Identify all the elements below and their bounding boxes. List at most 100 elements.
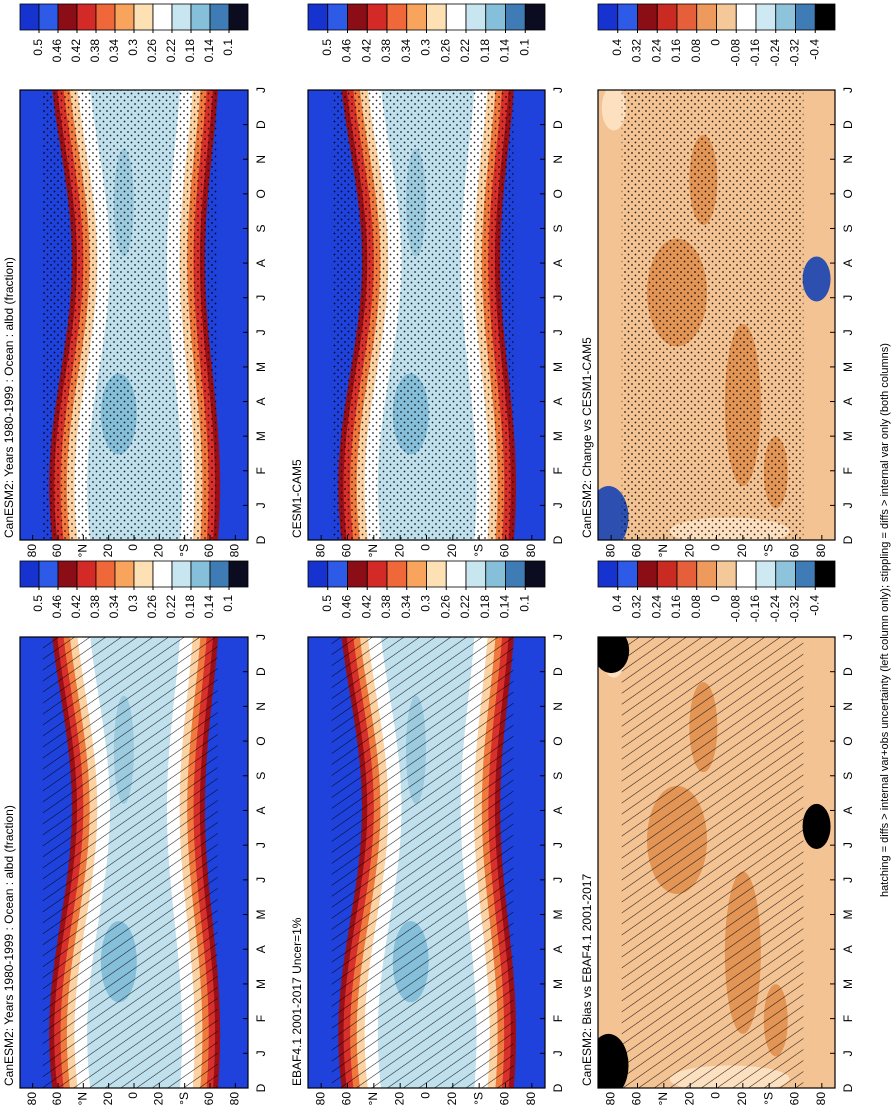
x-tick-label: J — [551, 634, 565, 640]
field — [598, 637, 835, 1088]
panel-title: EBAF4.1 2001-2017 Uncer=1% — [290, 917, 304, 1086]
x-tick-label: D — [551, 667, 565, 676]
colorbar-box — [366, 3, 388, 31]
colorbar-label: 0.22 — [458, 39, 472, 63]
x-tick-label: A — [254, 945, 268, 953]
panel: CanESM2: Change vs CESM1-CAM5 80 60 °N 20 0 20… — [580, 3, 855, 557]
x-tick-label: M — [551, 431, 565, 441]
panel: CanESM2: Years 1980-1999 : Ocean : albd … — [2, 560, 268, 1106]
colorbar-box — [524, 3, 546, 31]
colorbar-box — [366, 560, 388, 588]
x-tick-label: M — [841, 910, 855, 920]
panel: CanESM2: Bias vs EBAF4.1 2001-2017 80 60 °N… — [580, 560, 855, 1106]
x-tick-label: O — [254, 736, 268, 745]
x-tick-label: D — [254, 120, 268, 129]
x-tick-label: N — [254, 702, 268, 711]
x-tick-label: D — [841, 120, 855, 129]
x-tick-label: J — [254, 295, 268, 301]
colorbar-label: 0.32 — [630, 39, 644, 63]
panel: CESM1-CAM5 80 60 °N 20 0 20 °S 60 80 D J F M A M J J A S O N D… — [290, 3, 565, 558]
colorbar-box — [114, 560, 135, 588]
y-tick-label: 20 — [682, 1092, 696, 1106]
x-tick-label: D — [841, 1083, 855, 1092]
colorbar-box — [133, 560, 154, 588]
colorbar-label: 0.5 — [31, 595, 45, 612]
colorbar-box — [696, 3, 717, 31]
y-tick-label: 0 — [709, 544, 723, 551]
colorbar-label: 0 — [709, 595, 723, 602]
colorbar-label: 0.14 — [202, 595, 216, 619]
colorbar-box — [617, 3, 638, 31]
field-contour — [598, 637, 630, 674]
colorbar-label: 0.08 — [689, 595, 703, 619]
x-tick-label: M — [551, 362, 565, 372]
y-tick-label: 20 — [735, 1092, 749, 1106]
colorbar-box — [795, 3, 816, 31]
y-tick-label: 60 — [630, 1092, 644, 1106]
x-tick-label: A — [841, 945, 855, 953]
colorbar-box — [775, 560, 796, 588]
colorbar-box — [133, 3, 154, 31]
y-tick-label: 80 — [814, 1092, 828, 1106]
y-tick-label: 20 — [152, 1092, 166, 1106]
colorbar-box — [637, 3, 658, 31]
colorbar-label: 0.16 — [669, 595, 683, 619]
colorbar-label: 0 — [709, 39, 723, 46]
y-tick-label: °N — [656, 1092, 670, 1105]
colorbar-box — [171, 560, 192, 588]
panel-title: CanESM2: Change vs CESM1-CAM5 — [580, 337, 594, 538]
x-tick-label: J — [254, 1050, 268, 1056]
colorbar-label: 0.5 — [31, 39, 45, 56]
colorbar-box — [617, 560, 638, 588]
field — [598, 90, 835, 540]
x-tick-label: N — [254, 155, 268, 164]
x-tick-label: F — [841, 467, 855, 474]
colorbar-box — [171, 3, 192, 31]
y-tick-label: 80 — [25, 544, 39, 558]
colorbar-label: -0.16 — [748, 39, 762, 67]
x-tick-label: M — [254, 362, 268, 372]
colorbar-box — [406, 560, 427, 588]
x-tick-label: J — [254, 634, 268, 640]
colorbar-label: 0.42 — [69, 595, 83, 619]
colorbar-label: 0.46 — [50, 39, 64, 63]
x-tick-label: A — [254, 259, 268, 267]
x-tick-label: A — [254, 806, 268, 814]
colorbar-box — [38, 560, 59, 588]
colorbar-label: 0.08 — [689, 39, 703, 63]
x-tick-label: M — [841, 979, 855, 989]
colorbar-label: 0.46 — [340, 595, 354, 619]
colorbar-box — [426, 3, 447, 31]
y-tick-label: 60 — [498, 544, 512, 558]
colorbar-box — [95, 3, 116, 31]
y-tick-label: 0 — [126, 544, 140, 551]
x-tick-label: M — [841, 431, 855, 441]
colorbar-box — [735, 560, 757, 588]
x-tick-label: F — [841, 1015, 855, 1022]
y-tick-label: 60 — [50, 1092, 64, 1106]
x-tick-label: D — [551, 120, 565, 129]
colorbar-label: 0.38 — [88, 595, 102, 619]
colorbar-box — [814, 3, 836, 31]
colorbar-box — [755, 3, 777, 31]
colorbar-label: 0.1 — [221, 595, 235, 612]
y-tick-label: °S — [471, 544, 485, 557]
colorbar-box — [406, 3, 427, 31]
x-tick-label: N — [841, 702, 855, 711]
x-tick-label: A — [254, 398, 268, 406]
y-tick-label: 80 — [524, 544, 538, 558]
x-tick-label: S — [254, 772, 268, 780]
stippling-overlay — [621, 90, 804, 540]
y-tick-label: 80 — [228, 1092, 242, 1106]
colorbar-box — [676, 3, 698, 31]
x-tick-label: N — [841, 155, 855, 164]
landscape-figure: hatching = diffs > internal var+obs unce… — [2, 3, 891, 1106]
x-tick-label: M — [254, 979, 268, 989]
colorbar-label: -0.24 — [768, 39, 782, 67]
colorbar-box — [637, 560, 658, 588]
colorbar-box — [775, 3, 796, 31]
colorbar-label: -0.32 — [788, 39, 802, 67]
colorbar-label: 0.42 — [359, 595, 373, 619]
y-tick-label: °N — [366, 544, 380, 557]
y-tick-label: °N — [76, 544, 90, 557]
